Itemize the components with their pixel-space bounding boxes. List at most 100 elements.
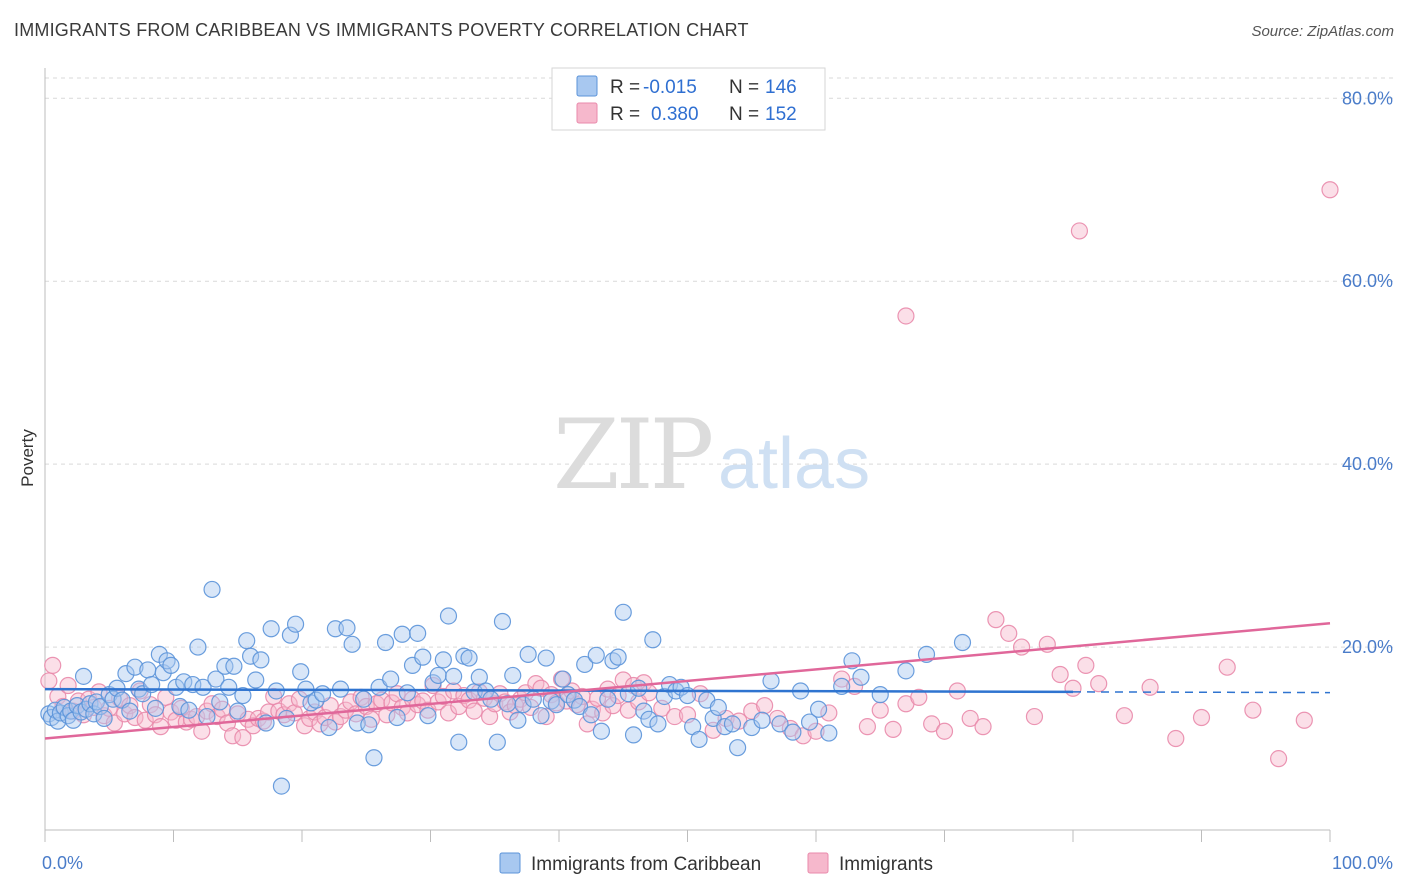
data-point-caribbean [247, 671, 265, 689]
data-point-immigrants [280, 695, 298, 713]
data-point-caribbean [809, 700, 828, 718]
data-point-caribbean [434, 651, 452, 669]
data-point-caribbean [470, 668, 488, 686]
watermark-atlas: atlas [718, 424, 870, 504]
data-point-caribbean [582, 706, 600, 724]
data-point-immigrants [1321, 181, 1339, 199]
data-point-caribbean [800, 713, 819, 731]
data-point-caribbean [644, 631, 662, 649]
data-point-caribbean [286, 615, 305, 633]
data-point-caribbean [238, 632, 256, 650]
data-point-caribbean [723, 715, 742, 733]
legend-swatch-immigrants [576, 102, 598, 124]
data-point-caribbean [180, 701, 198, 719]
data-point-immigrants [923, 715, 941, 733]
legend-r-value-1: -0.015 [643, 77, 697, 98]
legend-r-label-1: R = [610, 77, 640, 98]
data-point-immigrants [434, 687, 452, 706]
y-tick-labels: 20.0% 40.0% 60.0% 80.0% [1342, 88, 1393, 657]
data-point-immigrants [90, 683, 108, 701]
legend-n-value-1: 146 [765, 77, 797, 98]
data-point-caribbean [338, 619, 356, 637]
data-point-caribbean [81, 695, 99, 713]
data-point-caribbean [609, 648, 627, 666]
data-point-immigrants [136, 711, 154, 729]
data-point-caribbean [953, 633, 972, 652]
data-point-immigrants [820, 704, 838, 722]
data-point-caribbean [753, 711, 771, 729]
data-point-immigrants [1064, 679, 1082, 697]
legend-n-label-2: N = [729, 104, 759, 125]
bottom-legend-swatch-immigrants [807, 852, 829, 874]
data-point-immigrants [935, 722, 954, 740]
data-point-caribbean [709, 698, 727, 717]
legend-n-label-1: N = [729, 77, 759, 98]
data-point-immigrants [974, 718, 992, 736]
y-axis-label: Poverty [18, 429, 37, 487]
data-point-caribbean [117, 664, 135, 683]
data-point-caribbean [139, 661, 157, 679]
data-point-immigrants [59, 676, 77, 695]
data-point-caribbean [162, 656, 180, 674]
trend-lines [44, 622, 1331, 740]
data-point-caribbean [146, 699, 165, 717]
data-point-caribbean [313, 685, 332, 703]
data-point-caribbean [211, 693, 229, 711]
data-point-caribbean [488, 733, 506, 751]
data-point-caribbean [74, 667, 93, 685]
data-point-caribbean [365, 749, 383, 767]
data-point-caribbean [640, 710, 658, 728]
data-point-immigrants [987, 611, 1005, 629]
data-point-caribbean [630, 679, 648, 697]
legend-n-value-2: 152 [765, 104, 797, 125]
bottom-legend: Immigrants from Caribbean Immigrants [499, 852, 933, 875]
data-point-immigrants [1077, 656, 1095, 674]
data-point-caribbean [599, 690, 617, 708]
data-point-immigrants [537, 707, 555, 726]
legend-r-value-2: 0.380 [651, 104, 699, 125]
data-point-immigrants [1295, 711, 1313, 729]
data-point-caribbean [376, 633, 395, 652]
data-point-immigrants [833, 670, 851, 688]
data-point-caribbean [171, 697, 189, 716]
data-point-caribbean [587, 646, 605, 664]
data-point-caribbean [729, 739, 747, 757]
data-point-caribbean [547, 696, 566, 714]
data-point-caribbean [409, 624, 427, 642]
data-point-caribbean [576, 655, 594, 674]
y-tick-label: 60.0% [1342, 271, 1393, 291]
data-point-immigrants [755, 697, 774, 715]
data-point-caribbean [281, 626, 300, 644]
data-point-caribbean [126, 658, 144, 676]
data-point-caribbean [570, 697, 589, 716]
y-tick-label: 20.0% [1342, 637, 1393, 657]
bottom-legend-label-immigrants: Immigrants [839, 854, 933, 875]
data-point-immigrants [858, 718, 877, 736]
data-point-immigrants [465, 702, 483, 720]
data-point-caribbean [189, 638, 207, 656]
data-point-immigrants [871, 701, 889, 719]
data-point-caribbean [762, 672, 780, 690]
data-point-caribbean [504, 666, 522, 685]
data-point-immigrants [961, 709, 979, 728]
data-point-caribbean [203, 580, 221, 599]
watermark: ZIP atlas [553, 399, 870, 511]
data-point-caribbean [370, 678, 388, 696]
data-point-caribbean [784, 723, 802, 741]
data-point-immigrants [1070, 222, 1089, 240]
data-point-caribbean [820, 724, 838, 742]
data-point-caribbean [429, 666, 447, 685]
data-point-immigrants [807, 722, 825, 740]
data-point-caribbean [852, 668, 870, 686]
data-point-immigrants [1090, 675, 1108, 693]
data-point-caribbean [104, 690, 122, 708]
data-point-caribbean [220, 678, 238, 696]
data-point-caribbean [292, 663, 310, 681]
data-point-immigrants [1244, 701, 1262, 719]
data-point-caribbean [450, 733, 468, 751]
legend-swatch-caribbean [576, 75, 598, 97]
data-point-caribbean [398, 684, 416, 702]
data-point-caribbean [343, 635, 361, 653]
y-tick-label: 80.0% [1342, 88, 1393, 108]
